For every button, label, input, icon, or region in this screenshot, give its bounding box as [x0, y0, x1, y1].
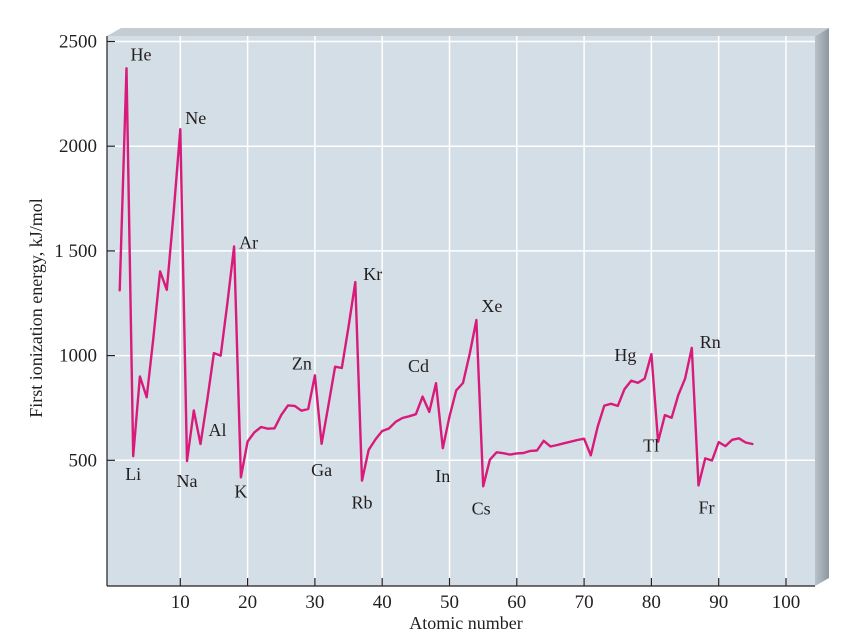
element-label-cs: Cs [472, 498, 491, 518]
y-tick-label: 2500 [59, 32, 97, 53]
element-label-ga: Ga [311, 460, 332, 480]
y-axis-title: First ionization energy, kJ/mol [26, 198, 46, 417]
element-label-he: He [130, 44, 151, 64]
element-label-al: Al [208, 420, 226, 440]
element-label-rn: Rn [700, 332, 721, 352]
element-label-k: K [234, 481, 247, 501]
element-label-ar: Ar [239, 233, 258, 253]
element-label-li: Li [125, 464, 141, 484]
element-labels: He Ne Ar Kr Xe Hg Rn Zn Cd Li Na Al K Ga Rb In Cs Tl Fr [125, 44, 721, 518]
element-label-hg: Hg [614, 345, 636, 365]
element-label-in: In [435, 466, 450, 486]
element-label-fr: Fr [699, 497, 715, 517]
element-label-zn: Zn [292, 353, 312, 373]
x-tick-label: 40 [373, 592, 392, 613]
y-tick-label: 1 500 [54, 241, 97, 262]
plot-frame-shadow-top [107, 28, 829, 36]
x-tick-label: 100 [772, 592, 801, 613]
element-label-tl: Tl [643, 436, 659, 456]
element-label-rb: Rb [352, 493, 373, 513]
x-tick-label: 20 [238, 592, 257, 613]
plot-frame-shadow-right [815, 28, 829, 586]
series-group [118, 67, 754, 488]
x-tick-label: 90 [709, 592, 728, 613]
ionization-energy-line [118, 67, 754, 488]
element-label-na: Na [177, 471, 198, 491]
plot-background [107, 36, 815, 586]
y-tick-label: 1000 [59, 346, 97, 367]
x-tick-label: 60 [507, 592, 526, 613]
x-tick-label: 10 [171, 592, 190, 613]
x-tick-label: 80 [642, 592, 661, 613]
x-tick-label: 50 [440, 592, 459, 613]
element-label-kr: Kr [363, 264, 382, 284]
x-tick-label: 30 [305, 592, 324, 613]
x-axis-title: Atomic number [409, 613, 522, 633]
y-tick-label: 2000 [59, 136, 97, 157]
y-tick-label: 500 [69, 450, 98, 471]
x-tick-label: 70 [575, 592, 594, 613]
axes: 10 20 30 40 50 60 70 80 90 100 500 1000 1 500 2000 250… [54, 32, 815, 613]
element-label-ne: Ne [185, 108, 206, 128]
element-label-xe: Xe [481, 296, 502, 316]
element-label-cd: Cd [408, 356, 429, 376]
